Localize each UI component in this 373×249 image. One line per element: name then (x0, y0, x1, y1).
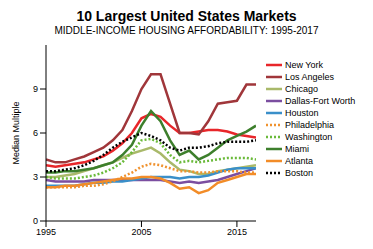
svg-text:6: 6 (33, 128, 38, 138)
svg-text:2005: 2005 (131, 227, 151, 237)
html-text:Los Angeles: Los Angeles (285, 72, 334, 82)
svg-text:Median Multiple: Median Multiple (11, 101, 21, 164)
html-text:MIDDLE-INCOME HOUSING AFFORDAB: MIDDLE-INCOME HOUSING AFFORDABILITY: 199… (54, 25, 319, 36)
html-text:Chicago: Chicago (285, 84, 318, 94)
svg-text:3: 3 (33, 172, 38, 182)
html-text:10 Largest United States Marke: 10 Largest United States Markets (76, 8, 297, 24)
svg-text:9: 9 (33, 84, 38, 94)
html-text:Philadelphia: Philadelphia (285, 120, 334, 130)
svg-text:2015: 2015 (227, 227, 247, 237)
html-text:Atlanta: Atlanta (285, 156, 313, 166)
svg-text:1995: 1995 (36, 227, 56, 237)
html-text:Miami: Miami (285, 144, 309, 154)
html-text:Dallas-Fort Worth: Dallas-Fort Worth (285, 96, 356, 106)
svg-text:0: 0 (33, 216, 38, 226)
html-text:New York: New York (285, 60, 323, 70)
html-text:Washington: Washington (285, 132, 333, 142)
html-text:Boston: Boston (285, 168, 313, 178)
html-text:Houston: Houston (285, 108, 319, 118)
